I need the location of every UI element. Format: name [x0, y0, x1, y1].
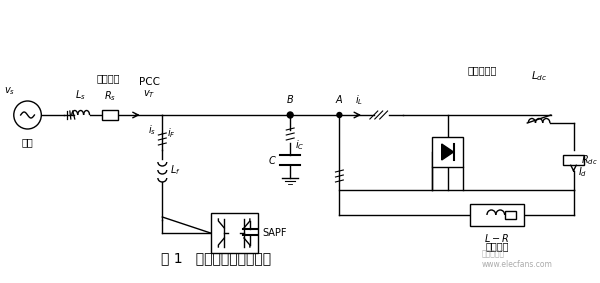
Polygon shape: [442, 144, 454, 160]
Text: $L_s$: $L_s$: [75, 88, 86, 102]
Text: 图 1   配电网混合补偿系统: 图 1 配电网混合补偿系统: [161, 251, 271, 265]
Text: $R_{dc}$: $R_{dc}$: [581, 153, 598, 167]
Text: 网侧阻抗: 网侧阻抗: [97, 73, 120, 83]
Text: $v_s$: $v_s$: [4, 85, 16, 97]
Bar: [432, 137, 463, 167]
Text: $i_F$: $i_F$: [167, 126, 176, 140]
Text: 电子发烧友
www.elecfans.com: 电子发烧友 www.elecfans.com: [482, 250, 553, 269]
Text: $R_s$: $R_s$: [104, 89, 116, 103]
Circle shape: [337, 113, 342, 117]
Text: 线性负载: 线性负载: [485, 241, 509, 251]
Text: $B$: $B$: [286, 93, 294, 105]
Bar: [563, 155, 584, 165]
Text: $C$: $C$: [268, 154, 277, 166]
Circle shape: [287, 112, 293, 118]
Text: PCC: PCC: [139, 77, 160, 87]
Text: $L_{dc}$: $L_{dc}$: [531, 69, 547, 83]
Text: 电网: 电网: [22, 137, 34, 147]
Text: 非线性负载: 非线性负载: [467, 65, 497, 75]
Text: $I_d$: $I_d$: [578, 165, 587, 179]
Bar: [211, 213, 258, 253]
Circle shape: [14, 101, 41, 129]
Text: $i_C$: $i_C$: [295, 138, 305, 152]
Text: $L-R$: $L-R$: [484, 232, 509, 244]
Text: $L_f$: $L_f$: [170, 163, 181, 177]
Bar: [470, 204, 524, 226]
Bar: [103, 110, 118, 120]
Text: $v_T$: $v_T$: [143, 88, 155, 100]
Text: SAPF: SAPF: [263, 228, 287, 238]
Text: $i_s$: $i_s$: [148, 123, 157, 137]
Text: $A$: $A$: [335, 93, 344, 105]
Bar: [505, 211, 517, 219]
Text: $i_L$: $i_L$: [355, 93, 363, 107]
